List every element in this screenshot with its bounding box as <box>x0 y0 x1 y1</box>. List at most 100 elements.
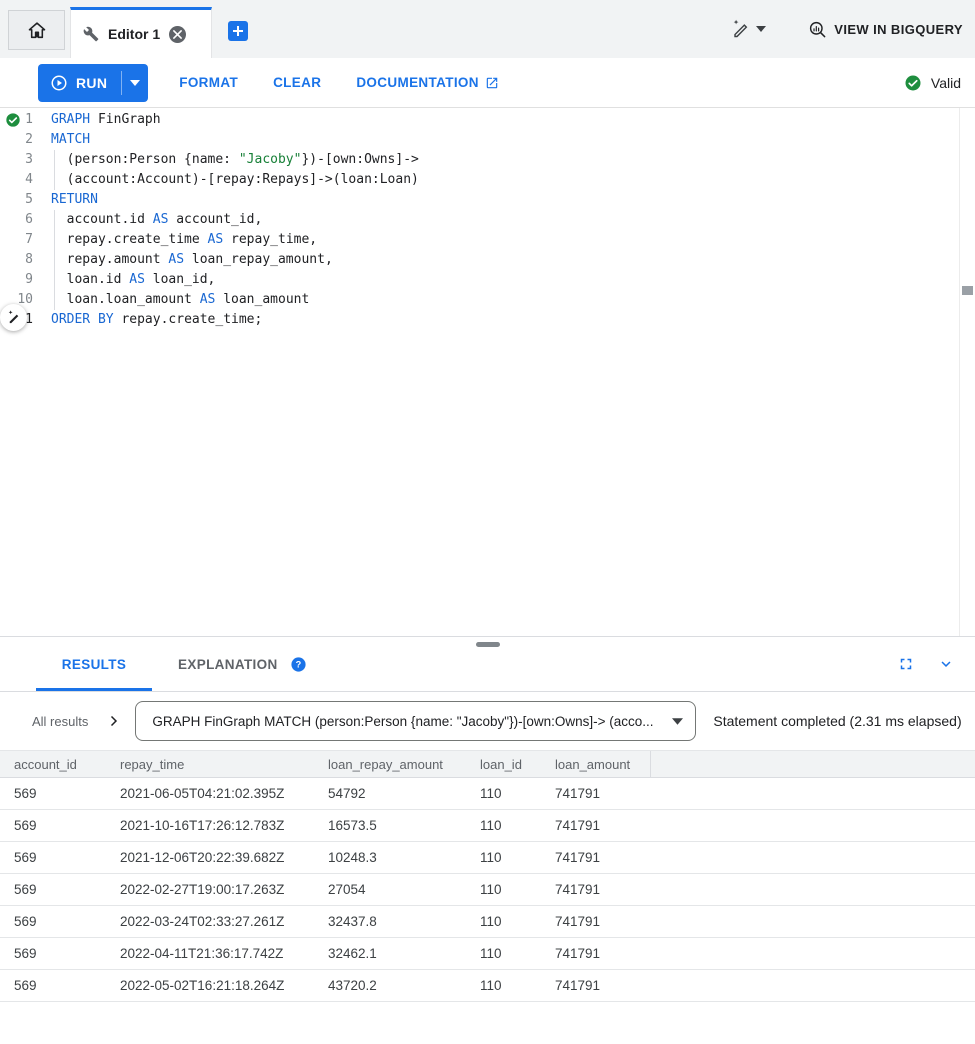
tab-results[interactable]: RESULTS <box>36 637 152 691</box>
results-query-row: All results GRAPH FinGraph MATCH (person… <box>0 692 975 750</box>
code-text[interactable]: repay.amount AS loan_repay_amount, <box>45 250 333 270</box>
line-number: 9 <box>25 272 33 287</box>
table-cell: 110 <box>480 978 502 993</box>
code-line[interactable]: 6 account.id AS account_id, <box>0 210 975 230</box>
line-number: 4 <box>25 172 33 187</box>
caret-down-icon <box>756 26 767 32</box>
run-button-main[interactable]: RUN <box>38 64 121 102</box>
column-header-account_id: account_id <box>14 756 77 772</box>
table-cell: 110 <box>480 850 502 865</box>
table-cell: 2022-05-02T16:21:18.264Z <box>120 978 285 993</box>
run-options-dropdown[interactable] <box>122 64 148 102</box>
code-text[interactable]: MATCH <box>51 132 91 147</box>
code-text[interactable]: GRAPH FinGraph <box>51 112 161 127</box>
valid-label: Valid <box>930 74 961 91</box>
editor-scrollbar-track[interactable] <box>959 108 975 636</box>
magic-pen-icon <box>730 19 750 39</box>
table-cell: 43720.2 <box>328 978 377 993</box>
table-cell: 2022-04-11T21:36:17.742Z <box>120 946 284 961</box>
table-cell: 569 <box>14 818 37 833</box>
table-cell: 16573.5 <box>328 818 377 833</box>
add-tab-button[interactable] <box>228 21 248 41</box>
tab-editor-1[interactable]: Editor 1 <box>70 7 212 58</box>
all-results-label: All results <box>32 713 89 729</box>
table-cell: 741791 <box>555 850 601 865</box>
table-cell: 741791 <box>555 978 601 993</box>
code-line[interactable]: 1 GRAPH FinGraph <box>0 110 975 130</box>
editor-tab-label: Editor 1 <box>108 26 161 42</box>
documentation-link[interactable]: DOCUMENTATION <box>356 75 499 90</box>
column-header-loan_repay_amount: loan_repay_amount <box>328 756 443 772</box>
table-cell: 2021-06-05T04:21:02.395Z <box>120 786 285 801</box>
view-in-bigquery-label: VIEW IN BIGQUERY <box>834 21 963 37</box>
query-statement-text: GRAPH FinGraph MATCH (person:Person {nam… <box>152 713 654 729</box>
line-number: 7 <box>25 232 33 247</box>
code-line[interactable]: 7 repay.create_time AS repay_time, <box>0 230 975 250</box>
tab-explanation[interactable]: EXPLANATION ? <box>178 637 307 691</box>
query-statement-dropdown[interactable]: GRAPH FinGraph MATCH (person:Person {nam… <box>135 701 697 741</box>
code-line[interactable]: 5 RETURN <box>0 190 975 210</box>
code-text[interactable]: (account:Account)-[repay:Repays]->(loan:… <box>45 170 419 190</box>
code-text[interactable]: ORDER BY repay.create_time; <box>51 312 263 327</box>
fullscreen-icon[interactable] <box>897 655 915 673</box>
code-text[interactable]: loan.id AS loan_id, <box>45 270 215 290</box>
table-row[interactable]: 569 2022-05-02T16:21:18.264Z 43720.2 110 741… <box>0 970 975 1002</box>
line-number: 6 <box>25 212 33 227</box>
format-button[interactable]: FORMAT <box>179 75 239 90</box>
table-cell: 741791 <box>555 946 601 961</box>
chevron-right-icon[interactable] <box>104 712 122 730</box>
code-line[interactable]: 8 repay.amount AS loan_repay_amount, <box>0 250 975 270</box>
code-text[interactable]: account.id AS account_id, <box>45 210 262 230</box>
code-line[interactable]: 2 MATCH <box>0 130 975 150</box>
query-valid-status: Valid <box>904 74 961 92</box>
clear-button[interactable]: CLEAR <box>273 75 322 90</box>
code-line[interactable]: 11ORDER BY repay.create_time; <box>0 310 975 330</box>
code-line[interactable]: 4 (account:Account)-[repay:Repays]->(loa… <box>0 170 975 190</box>
table-cell: 569 <box>14 882 37 897</box>
table-cell: 110 <box>480 914 502 929</box>
table-cell: 2022-02-27T19:00:17.263Z <box>120 882 285 897</box>
close-icon[interactable] <box>169 25 187 43</box>
editor-toolbar: RUN FORMAT CLEAR DOCUMENTATION Valid <box>0 58 975 108</box>
panel-resize-handle[interactable] <box>476 642 500 647</box>
table-cell: 2022-03-24T02:33:27.261Z <box>120 914 285 929</box>
table-cell: 569 <box>14 946 37 961</box>
table-row[interactable]: 569 2021-06-05T04:21:02.395Z 54792 110 74179… <box>0 778 975 810</box>
build-wrench-icon <box>83 26 99 42</box>
table-row[interactable]: 569 2022-02-27T19:00:17.263Z 27054 110 74179… <box>0 874 975 906</box>
table-row[interactable]: 569 2021-12-06T20:22:39.682Z 10248.3 110 741… <box>0 842 975 874</box>
view-in-bigquery-button[interactable]: VIEW IN BIGQUERY <box>808 20 963 39</box>
help-icon[interactable]: ? <box>290 656 307 673</box>
code-editor[interactable]: 1 GRAPH FinGraph 2 MATCH 3 (person:Person {n… <box>0 108 975 636</box>
table-row[interactable]: 569 2022-04-11T21:36:17.742Z 32462.1 110 741… <box>0 938 975 970</box>
code-text[interactable]: loan.loan_amount AS loan_amount <box>45 290 309 310</box>
table-row[interactable]: 569 2021-10-16T17:26:12.783Z 16573.5 110 741… <box>0 810 975 842</box>
column-header-loan_id: loan_id <box>480 756 522 772</box>
table-cell: 110 <box>480 786 502 801</box>
code-line[interactable]: 9 loan.id AS loan_id, <box>0 270 975 290</box>
code-line[interactable]: 3 (person:Person {name: "Jacoby"})-[own:… <box>0 150 975 170</box>
code-lines: 1 GRAPH FinGraph 2 MATCH 3 (person:Person {n… <box>0 108 975 330</box>
topbar-right: VIEW IN BIGQUERY <box>730 0 963 58</box>
table-cell: 569 <box>14 786 37 801</box>
gemini-edit-button[interactable] <box>0 304 27 331</box>
magic-pen-menu-button[interactable] <box>730 19 767 39</box>
code-line[interactable]: 10 loan.loan_amount AS loan_amount <box>0 290 975 310</box>
code-text[interactable]: RETURN <box>51 192 98 207</box>
line-valid-check-icon <box>5 112 21 128</box>
tab-explanation-label: EXPLANATION <box>178 656 278 672</box>
table-cell: 569 <box>14 850 37 865</box>
table-cell: 741791 <box>555 914 601 929</box>
run-button[interactable]: RUN <box>38 63 149 102</box>
line-number: 1 <box>25 112 33 127</box>
table-cell: 741791 <box>555 786 601 801</box>
svg-text:?: ? <box>295 659 301 669</box>
bigquery-magnifier-icon <box>808 20 827 39</box>
home-tab-button[interactable] <box>8 10 65 50</box>
collapse-panel-chevron-icon[interactable] <box>937 655 955 673</box>
table-row[interactable]: 569 2022-03-24T02:33:27.261Z 32437.8 110 741… <box>0 906 975 938</box>
code-text[interactable]: (person:Person {name: "Jacoby"})-[own:Ow… <box>45 150 419 170</box>
add-tab-icon <box>232 25 244 37</box>
editor-scrollbar-thumb[interactable] <box>962 286 973 295</box>
code-text[interactable]: repay.create_time AS repay_time, <box>45 230 317 250</box>
